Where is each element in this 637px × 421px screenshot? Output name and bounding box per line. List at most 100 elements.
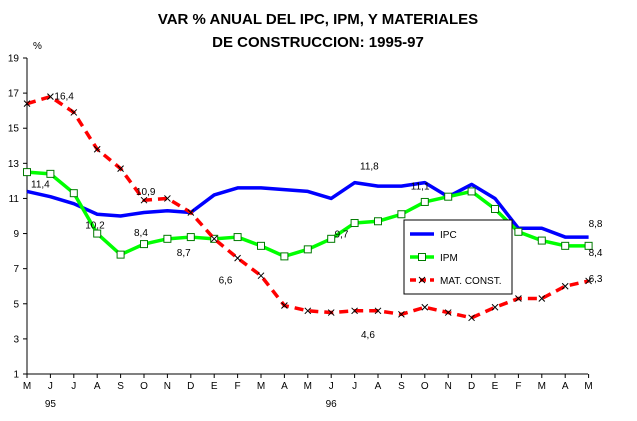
data-point bbox=[327, 309, 335, 316]
data-label: 11,8 bbox=[360, 161, 379, 172]
x-tick-label: D bbox=[468, 381, 475, 392]
data-point bbox=[140, 240, 148, 249]
y-tick-label: 7 bbox=[13, 264, 19, 275]
data-label: 10,2 bbox=[85, 220, 105, 231]
data-label: 16,4 bbox=[54, 92, 74, 103]
y-tick-label: 1 bbox=[13, 370, 19, 381]
x-tick-label: M bbox=[584, 381, 592, 392]
data-point bbox=[468, 314, 475, 322]
data-label: 6,3 bbox=[589, 274, 603, 285]
data-point bbox=[23, 168, 31, 177]
data-label: 6,6 bbox=[219, 276, 233, 287]
legend-label: IPM bbox=[440, 253, 458, 264]
x-year-label: 95 bbox=[45, 399, 57, 410]
data-point bbox=[351, 307, 358, 315]
x-tick-label: F bbox=[235, 381, 241, 392]
data-point bbox=[585, 277, 592, 285]
data-point bbox=[304, 307, 312, 315]
x-tick-label: D bbox=[187, 381, 194, 392]
data-point bbox=[420, 197, 429, 206]
data-point bbox=[47, 93, 54, 100]
data-point bbox=[561, 241, 570, 250]
data-point bbox=[537, 236, 546, 245]
chart-title-line-1: VAR % ANUAL DEL IPC, IPM, Y MATERIALES bbox=[158, 11, 478, 28]
legend-label: MAT. CONST. bbox=[440, 276, 501, 287]
series-line bbox=[26, 180, 589, 239]
x-tick-label: N bbox=[445, 381, 452, 392]
x-tick-label: A bbox=[375, 381, 382, 392]
y-tick-label: 9 bbox=[13, 229, 19, 240]
series-ipc bbox=[26, 180, 589, 239]
data-point bbox=[233, 233, 242, 242]
data-point bbox=[350, 219, 359, 228]
x-tick-label: N bbox=[164, 381, 171, 392]
chart-title-line-2: DE CONSTRUCCION: 1995-97 bbox=[212, 34, 424, 51]
y-tick-label: 5 bbox=[13, 299, 19, 310]
data-point bbox=[93, 229, 102, 238]
y-axis-label: % bbox=[33, 41, 42, 52]
data-label: 10,9 bbox=[136, 187, 156, 198]
x-tick-label: S bbox=[117, 381, 124, 392]
y-tick-label: 13 bbox=[8, 159, 20, 170]
data-point bbox=[257, 272, 265, 280]
data-label: 8,4 bbox=[134, 228, 148, 239]
y-tick-label: 15 bbox=[8, 124, 20, 135]
data-point bbox=[281, 302, 288, 309]
data-point bbox=[69, 189, 78, 198]
data-point bbox=[584, 241, 593, 250]
data-label: 11,4 bbox=[31, 179, 50, 190]
y-tick-label: 17 bbox=[8, 89, 20, 100]
y-tick-label: 19 bbox=[8, 54, 20, 65]
legend: IPC IPM MAT. CONST. bbox=[403, 219, 513, 295]
x-tick-label: A bbox=[94, 381, 101, 392]
data-point bbox=[491, 303, 499, 311]
y-tick-label: 3 bbox=[13, 334, 19, 345]
data-labels: 11,4 16,4 10,2 10,9 8,4 8,7 6,6 9,7 11,8 4,6 11,1 8… bbox=[31, 92, 603, 341]
x-year-label: 96 bbox=[326, 399, 338, 410]
data-point bbox=[561, 282, 569, 290]
data-point bbox=[163, 234, 172, 243]
data-point bbox=[187, 209, 195, 216]
data-point bbox=[186, 233, 195, 242]
data-point bbox=[374, 307, 382, 315]
data-point bbox=[46, 169, 55, 178]
data-point bbox=[257, 241, 265, 250]
data-point bbox=[444, 192, 453, 201]
data-point bbox=[303, 245, 312, 254]
data-point bbox=[280, 252, 289, 261]
x-tick-label: J bbox=[329, 381, 334, 392]
data-point bbox=[327, 234, 336, 243]
data-point bbox=[444, 309, 452, 316]
x-tick-label: J bbox=[48, 381, 53, 392]
data-label: 11,1 bbox=[411, 182, 430, 193]
x-tick-label: O bbox=[140, 381, 148, 392]
x-tick-label: A bbox=[562, 381, 569, 392]
data-label: 8,7 bbox=[177, 248, 191, 259]
data-point bbox=[93, 145, 101, 153]
data-point bbox=[117, 165, 124, 172]
x-tick-label: E bbox=[492, 381, 499, 392]
series-layer bbox=[23, 93, 593, 322]
y-tick-label: 11 bbox=[9, 194, 20, 205]
data-point bbox=[491, 204, 499, 213]
data-point bbox=[23, 100, 31, 107]
data-point bbox=[140, 196, 148, 204]
legend-marker bbox=[418, 276, 426, 284]
series-mat-const bbox=[23, 93, 592, 322]
x-tick-label: J bbox=[71, 381, 76, 392]
data-label: 9,7 bbox=[335, 229, 349, 240]
x-tick-label: J bbox=[352, 381, 357, 392]
data-point bbox=[514, 227, 523, 236]
x-tick-label: M bbox=[257, 381, 265, 392]
x-tick-label: M bbox=[304, 381, 312, 392]
data-label: 8,4 bbox=[589, 248, 603, 259]
data-point bbox=[164, 195, 171, 202]
data-point bbox=[374, 217, 382, 226]
x-tick-label: F bbox=[515, 381, 521, 392]
data-point bbox=[397, 210, 406, 219]
x-tick-label: M bbox=[538, 381, 546, 392]
x-tick-label: S bbox=[398, 381, 405, 392]
x-tick-label: M bbox=[23, 381, 31, 392]
data-point bbox=[234, 254, 241, 262]
